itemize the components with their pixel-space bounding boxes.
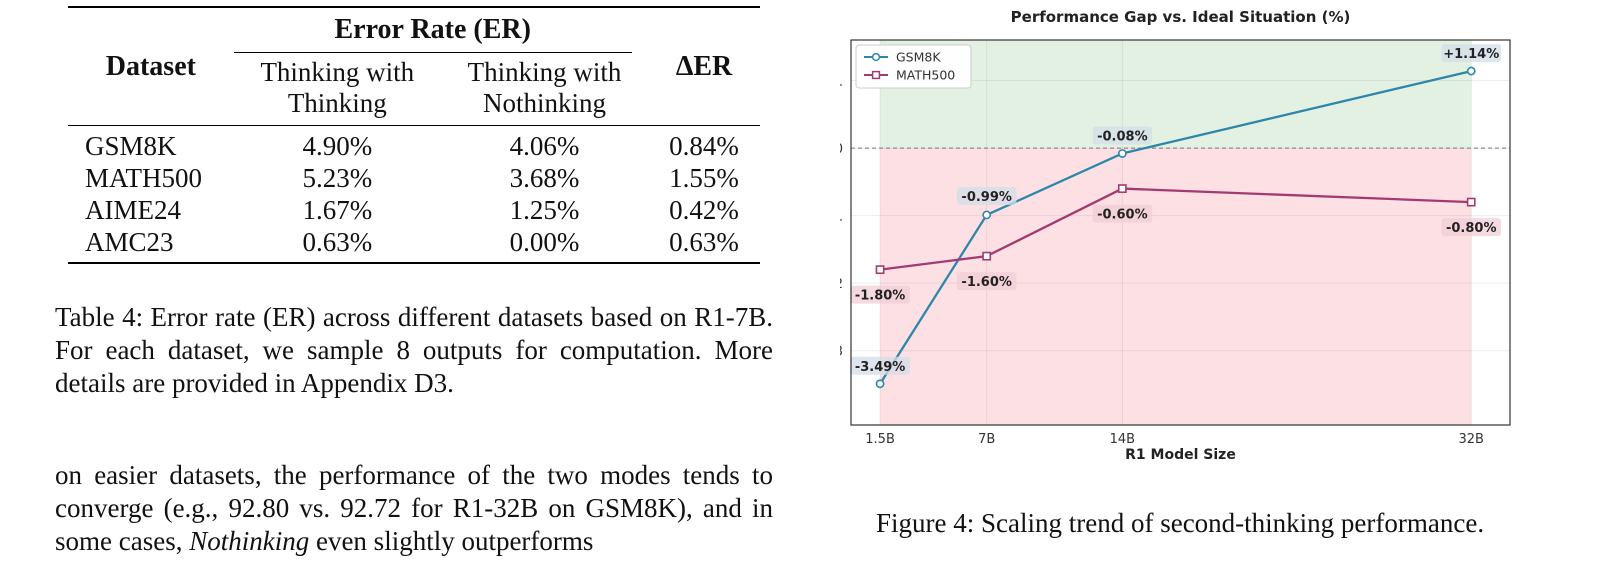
data-label-box xyxy=(1092,126,1153,145)
cell-dataset: AIME24 xyxy=(85,195,181,225)
y-tick-label: 0 xyxy=(840,142,843,157)
data-point-gsm8k xyxy=(982,210,992,220)
series-line-gsm8k xyxy=(879,69,1472,385)
table-row: AIME24 1.67% 1.25% 0.42% xyxy=(68,194,760,226)
data-label-math500: -0.80% xyxy=(1446,221,1497,236)
cell-dataset: GSM8K xyxy=(85,131,177,161)
cell-delta: 0.63% xyxy=(669,227,739,257)
header-col1-line1: Thinking with xyxy=(260,57,415,87)
data-label-box xyxy=(850,285,910,304)
header-error-rate-label: Error Rate (ER) xyxy=(233,8,632,53)
data-label-box xyxy=(956,272,1017,291)
header-col2-line1: Thinking with xyxy=(467,57,622,87)
cell-dataset: AMC23 xyxy=(85,227,174,257)
error-rate-table-block: Dataset Error Rate (ER) ΔER Thinking wit… xyxy=(68,6,760,264)
performance-gap-chart: -3.49% -0.99% -0.08% +1.14% -1.80% -1.60% -0.6… xyxy=(840,8,1511,463)
data-point-gsm8k xyxy=(1117,149,1127,158)
y-tick-label: -2 xyxy=(840,277,843,292)
legend-marker-math500 xyxy=(871,70,881,80)
data-label-gsm8k: -3.49% xyxy=(855,360,906,375)
data-point-math500 xyxy=(1117,184,1127,193)
header-col1-line2: Thinking xyxy=(287,88,387,118)
body-paragraph: on easier datasets, the performance of t… xyxy=(55,459,773,558)
data-point-gsm8k xyxy=(1466,66,1476,76)
error-rate-table: Dataset Error Rate (ER) ΔER Thinking wit… xyxy=(68,6,760,264)
y-tick-label: -1 xyxy=(840,210,843,225)
data-point-math500 xyxy=(875,265,885,275)
table-row: GSM8K 4.90% 4.06% 0.84% xyxy=(68,126,760,163)
data-label-gsm8k: +1.14% xyxy=(1443,47,1499,62)
cell-nothinking: 4.06% xyxy=(509,131,580,161)
cell-delta: 0.84% xyxy=(669,131,739,161)
legend-box xyxy=(855,44,972,89)
data-label-box xyxy=(1441,44,1502,63)
figure-caption: Figure 4: Scaling trend of second-thinki… xyxy=(876,508,1485,538)
data-label-math500: -1.60% xyxy=(961,275,1012,290)
data-label-gsm8k: -0.08% xyxy=(1097,129,1148,144)
cell-delta: 0.42% xyxy=(669,195,739,225)
cell-thinking: 4.90% xyxy=(302,131,373,161)
table-row: MATH500 5.23% 3.68% 1.55% xyxy=(68,162,760,194)
chart-title: Performance Gap vs. Ideal Situation (%) xyxy=(1011,8,1351,26)
header-delta-er: ΔER xyxy=(675,50,733,82)
x-tick-label: 14B xyxy=(1110,432,1135,447)
cell-dataset: MATH500 xyxy=(85,163,203,193)
data-label-box xyxy=(850,356,910,375)
plot-frame xyxy=(850,39,1511,426)
data-label-gsm8k: -0.99% xyxy=(961,190,1012,205)
x-tick-label: 7B xyxy=(978,432,995,447)
body-text-part2: even slightly outperforms xyxy=(309,526,594,556)
x-axis-label: R1 Model Size xyxy=(1125,447,1236,463)
legend-label-gsm8k: GSM8K xyxy=(896,50,941,65)
data-point-math500 xyxy=(982,251,992,261)
header-thinking-with-nothinking: Thinking with Nothinking xyxy=(441,53,648,126)
data-label-math500: -0.60% xyxy=(1097,208,1148,223)
table-caption: Table 4: Error rate (ER) across differen… xyxy=(55,302,773,398)
cell-nothinking: 1.25% xyxy=(509,195,580,225)
table-row: AMC23 0.63% 0.00% 0.63% xyxy=(68,226,760,263)
x-tick-label: 1.5B xyxy=(865,432,895,447)
cell-thinking: 5.23% xyxy=(302,163,373,193)
x-tick-label: 32B xyxy=(1459,432,1484,447)
header-col2-line2: Nothinking xyxy=(482,88,606,118)
data-label-math500: -1.80% xyxy=(855,289,906,304)
y-tick-label: 1 xyxy=(840,75,843,90)
header-thinking-with-thinking: Thinking with Thinking xyxy=(234,53,441,126)
cell-thinking: 1.67% xyxy=(302,195,373,225)
header-error-rate-group: Error Rate (ER) xyxy=(233,7,648,53)
cell-nothinking: 3.68% xyxy=(509,163,580,193)
cell-nothinking: 0.00% xyxy=(509,227,580,257)
header-dataset: Dataset xyxy=(105,50,196,82)
series-line-math500 xyxy=(879,187,1472,271)
data-label-box xyxy=(1092,204,1153,223)
cell-thinking: 0.63% xyxy=(302,227,373,257)
body-text-emphasis: Nothinking xyxy=(189,526,310,556)
data-point-math500 xyxy=(1466,197,1476,207)
legend-label-math500: MATH500 xyxy=(896,68,955,83)
legend-marker-gsm8k xyxy=(871,52,881,62)
data-label-box xyxy=(956,186,1017,205)
data-point-gsm8k xyxy=(875,379,885,389)
body-text-part1: on easier datasets, the performance of t… xyxy=(55,460,773,556)
cell-delta: 1.55% xyxy=(669,163,739,193)
data-label-box xyxy=(1441,218,1502,237)
y-tick-label: -3 xyxy=(840,345,843,360)
